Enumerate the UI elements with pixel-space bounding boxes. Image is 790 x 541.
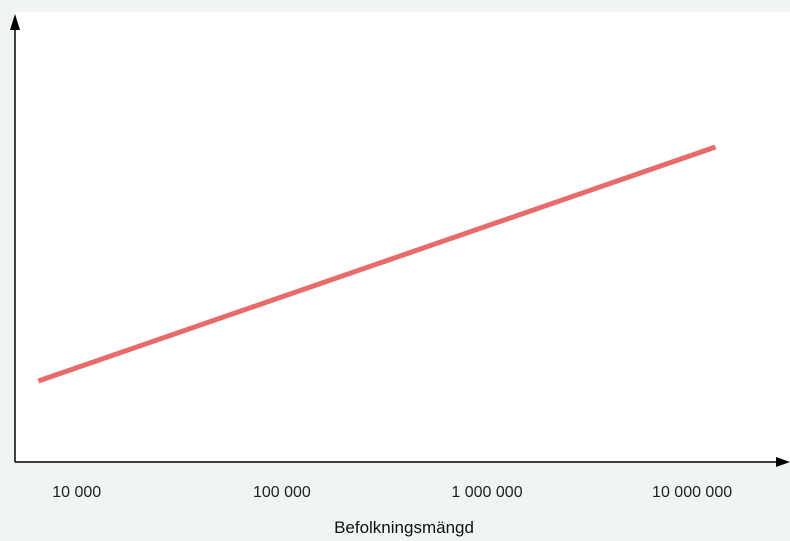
- x-tick-label: 1 000 000: [451, 484, 522, 501]
- x-tick-label: 100 000: [253, 484, 311, 501]
- x-tick-labels: 10 000 100 000 1 000 000 10 000 000: [52, 484, 732, 501]
- x-tick-label: 10 000 000: [652, 484, 732, 501]
- plot-area: [15, 12, 790, 462]
- series-group: [37, 144, 717, 384]
- x-axis-arrow: [776, 457, 790, 467]
- x-tick-label: 10 000: [52, 484, 101, 501]
- y-axis-arrow: [10, 14, 20, 30]
- series-line: [37, 144, 717, 384]
- x-axis-title: Befolkningsmängd: [334, 518, 474, 537]
